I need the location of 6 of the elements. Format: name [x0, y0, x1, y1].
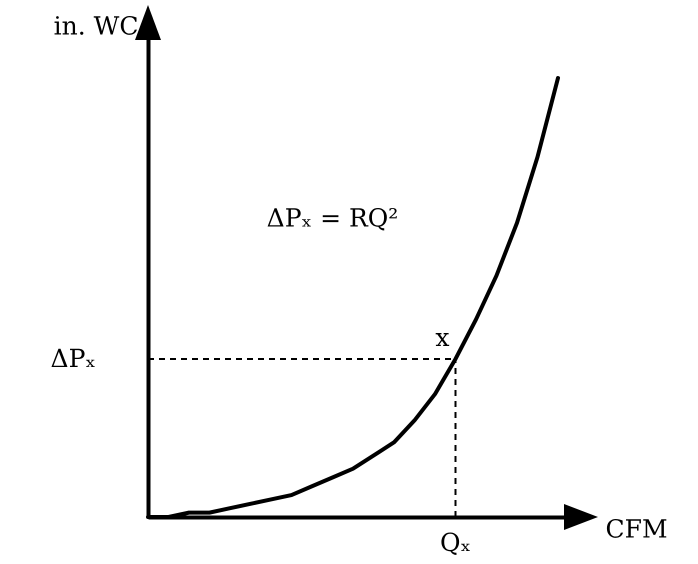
text: ΔPₓ	[50, 344, 96, 373]
annotation: ΔPₓ = RQ²	[266, 203, 398, 232]
text: Qₓ	[440, 528, 472, 557]
x-axis-title: CFM	[606, 514, 668, 544]
annotation: x	[435, 322, 450, 352]
y-axis-title: in. WC	[54, 12, 138, 40]
